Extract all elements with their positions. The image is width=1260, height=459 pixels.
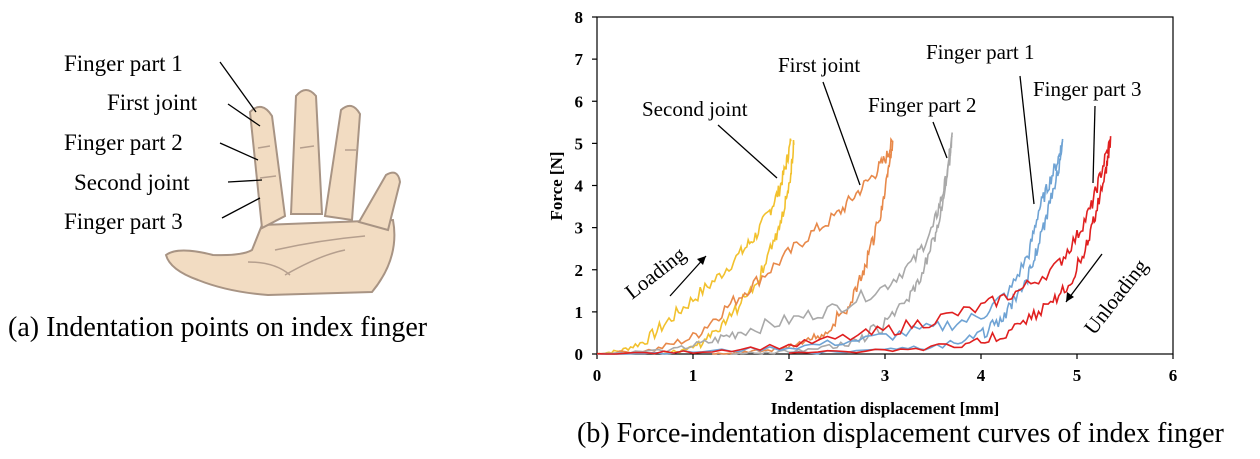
little-finger	[357, 171, 402, 232]
label-first-joint: First joint	[107, 90, 198, 115]
annotation-loading: Loading	[620, 242, 690, 304]
curve-label-first-joint: First joint	[778, 53, 860, 77]
y-tick-label: 3	[575, 219, 584, 238]
caption-b: (b) Force-indentation displacement curve…	[577, 418, 1224, 449]
x-tick-label: 6	[1169, 366, 1178, 385]
caption-a: (a) Indentation points on index finger	[8, 312, 428, 343]
y-tick-label: 6	[575, 92, 584, 111]
curve-label-second-joint: Second joint	[642, 97, 748, 121]
series-first-joint-loading	[596, 136, 893, 355]
y-tick-label: 5	[575, 134, 584, 153]
label-second-joint: Second joint	[74, 170, 190, 195]
palm-creases	[247, 145, 366, 276]
series-finger-part-1-loading	[597, 141, 1064, 355]
y-tick-label: 0	[575, 345, 584, 364]
label-finger-part-2: Finger part 2	[64, 130, 183, 155]
y-tick-label: 8	[575, 8, 584, 27]
series-second-joint-unloading	[663, 139, 795, 355]
leader-lines	[219, 61, 263, 219]
unloading-arrowhead	[1066, 292, 1074, 302]
leader-finger-part-1	[1019, 75, 1035, 205]
leader-first-joint	[822, 81, 861, 186]
x-tick-label: 4	[977, 366, 986, 385]
x-tick-label: 2	[785, 366, 794, 385]
loading-arrow	[669, 255, 707, 297]
x-tick-label: 5	[1073, 366, 1082, 385]
annotation-unloading: Unloading	[1079, 254, 1153, 339]
y-tick-label: 7	[575, 50, 584, 69]
series-finger-part-2-loading	[596, 133, 953, 355]
series-first-joint-unloading	[712, 140, 894, 355]
y-tick-label: 1	[575, 303, 584, 322]
series-finger-part-3-unloading	[788, 136, 1112, 354]
x-tick-label: 1	[689, 366, 698, 385]
leader-finger-part-3	[1092, 105, 1096, 184]
leader-finger-part-2	[932, 121, 948, 159]
y-tick-label: 2	[575, 261, 584, 280]
x-tick-label: 3	[881, 366, 890, 385]
middle-finger	[289, 89, 324, 215]
loading-arrowhead	[697, 256, 706, 265]
curve-label-finger-part-3: Finger part 3	[1033, 77, 1141, 101]
label-finger-part-1: Finger part 1	[64, 51, 183, 76]
leader-second-joint	[717, 124, 778, 179]
x-tick-label: 0	[593, 366, 602, 385]
ring-finger	[323, 104, 362, 222]
series-second-joint-loading	[596, 138, 792, 355]
hand-shape	[164, 89, 402, 297]
curve-label-finger-part-2: Finger part 2	[868, 93, 976, 117]
y-tick-label: 4	[575, 177, 584, 196]
y-axis-label: Force [N]	[547, 151, 566, 220]
unloading-arrow	[1065, 253, 1103, 303]
label-finger-part-3: Finger part 3	[64, 209, 183, 234]
x-axis-label: Indentation displacement [mm]	[771, 399, 1000, 418]
curve-label-finger-part-1: Finger part 1	[926, 40, 1034, 64]
series-finger-part-3-loading	[596, 138, 1112, 355]
series-finger-part-2-unloading	[731, 132, 953, 355]
